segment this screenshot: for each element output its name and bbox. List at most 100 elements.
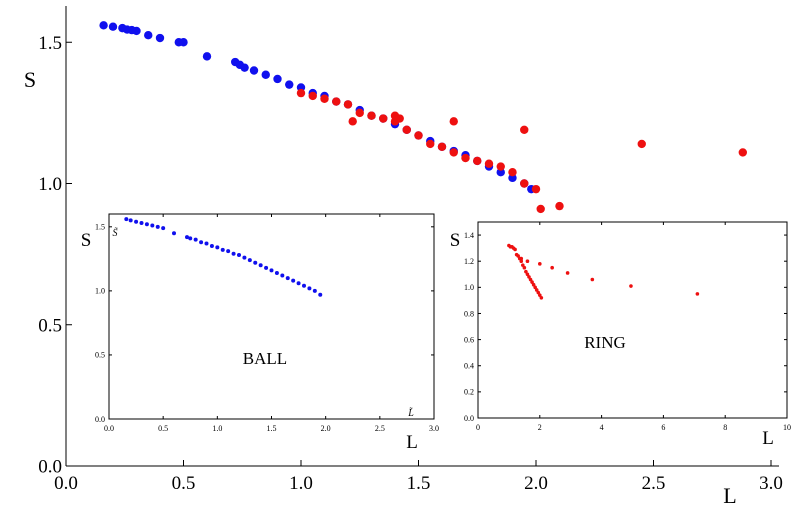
data-point: [320, 94, 329, 103]
inset-x-label-small: L̃: [407, 406, 414, 419]
data-point: [531, 282, 536, 287]
data-point: [629, 284, 633, 288]
x-tick-label: 8: [723, 423, 727, 432]
data-point: [525, 272, 530, 277]
data-point: [332, 97, 341, 106]
data-point: [318, 292, 323, 297]
y-tick-label: 1.5: [95, 223, 105, 232]
data-point: [461, 153, 470, 163]
y-tick-label: 0.5: [95, 351, 105, 360]
data-point: [516, 254, 520, 258]
data-point: [161, 226, 166, 231]
data-point: [555, 201, 564, 211]
data-point: [390, 111, 400, 120]
data-point: [209, 244, 214, 249]
data-point: [204, 241, 209, 246]
data-point: [296, 88, 306, 98]
data-point: [528, 277, 533, 282]
data-point: [348, 117, 357, 126]
x-tick-label: 0.5: [158, 424, 168, 433]
data-point: [124, 217, 129, 222]
data-point: [280, 273, 285, 278]
data-point: [519, 256, 524, 261]
data-point: [253, 260, 258, 265]
x-tick-label: 0.5: [172, 473, 196, 494]
data-point: [155, 224, 160, 229]
inset-ball: 0.0 0.5 1.0 1.5 2.0 2.5 3.0 0.0 0.5 1.0 1.5 BALL S L S…: [78, 210, 450, 460]
data-point: [185, 235, 189, 240]
data-point: [291, 278, 296, 283]
data-point: [237, 253, 241, 257]
data-point: [132, 26, 141, 36]
data-point: [550, 265, 554, 270]
data-point: [139, 220, 144, 225]
data-point: [226, 249, 231, 254]
data-point: [539, 295, 544, 300]
y-tick-label: 1.5: [38, 33, 62, 54]
main-plot: 0.0 0.5 1.0 1.5 2.0 2.5 3.0 0.0 0.5 1.0 1.5 L S: [24, 6, 783, 506]
data-point: [534, 288, 539, 292]
y-tick-label: 0.2: [464, 388, 474, 397]
x-tick-label: 3.0: [759, 473, 783, 494]
data-point: [524, 269, 528, 274]
data-point: [527, 275, 531, 279]
data-point: [531, 184, 541, 194]
x-tick-label: 3.0: [429, 424, 439, 433]
data-point: [519, 259, 524, 264]
data-point: [496, 162, 505, 171]
data-point: [273, 74, 282, 84]
x-tick-label: 4: [600, 423, 604, 432]
data-point: [150, 223, 155, 228]
inset-y-label: S: [81, 230, 92, 251]
data-point: [215, 245, 220, 250]
data-point: [473, 156, 482, 166]
data-point: [302, 283, 306, 288]
data-point: [343, 100, 353, 109]
data-point: [258, 263, 263, 268]
x-tick-label: 2.5: [642, 473, 666, 494]
data-point: [199, 240, 204, 245]
y-tick-label: 1.0: [464, 283, 474, 292]
data-point: [525, 259, 530, 264]
y-tick-label: 0.8: [464, 309, 474, 318]
data-point: [296, 281, 301, 286]
data-point: [242, 255, 247, 260]
data-point: [247, 258, 252, 263]
data-point: [738, 148, 747, 157]
inset-ring: 0 2 4 6 8 10 0.0 0.2 0.4 0.6 0.8 1.0 1.2 1.4 RING S L: [444, 218, 792, 460]
data-point: [565, 271, 570, 275]
data-point: [484, 159, 494, 168]
data-point: [536, 290, 541, 295]
data-point: [134, 219, 139, 224]
data-point: [202, 52, 212, 61]
data-point: [520, 179, 529, 188]
data-point: [402, 125, 411, 135]
data-point: [449, 117, 458, 126]
data-point: [538, 293, 542, 297]
data-point: [249, 66, 259, 75]
data-point: [155, 33, 165, 43]
data-point: [144, 30, 153, 40]
data-point: [426, 139, 435, 149]
data-point: [414, 131, 423, 140]
data-point: [538, 262, 542, 266]
y-tick-label: 1.0: [95, 287, 105, 296]
y-tick-label: 1.4: [464, 231, 474, 240]
data-point: [231, 251, 236, 256]
data-point: [172, 231, 176, 236]
data-point: [179, 38, 188, 47]
data-point: [240, 63, 249, 72]
data-point: [695, 292, 700, 296]
y-axis-label: S: [24, 67, 36, 92]
data-point: [437, 142, 447, 151]
y-tick-label: 0.4: [464, 362, 474, 371]
data-point: [307, 286, 312, 291]
data-point: [261, 70, 270, 79]
x-tick-label: 1.5: [267, 424, 277, 433]
data-point: [285, 80, 294, 89]
data-point: [108, 22, 118, 31]
x-tick-label: 0.0: [54, 473, 78, 494]
data-point: [264, 265, 269, 270]
data-point: [536, 204, 545, 214]
data-point: [530, 280, 534, 284]
